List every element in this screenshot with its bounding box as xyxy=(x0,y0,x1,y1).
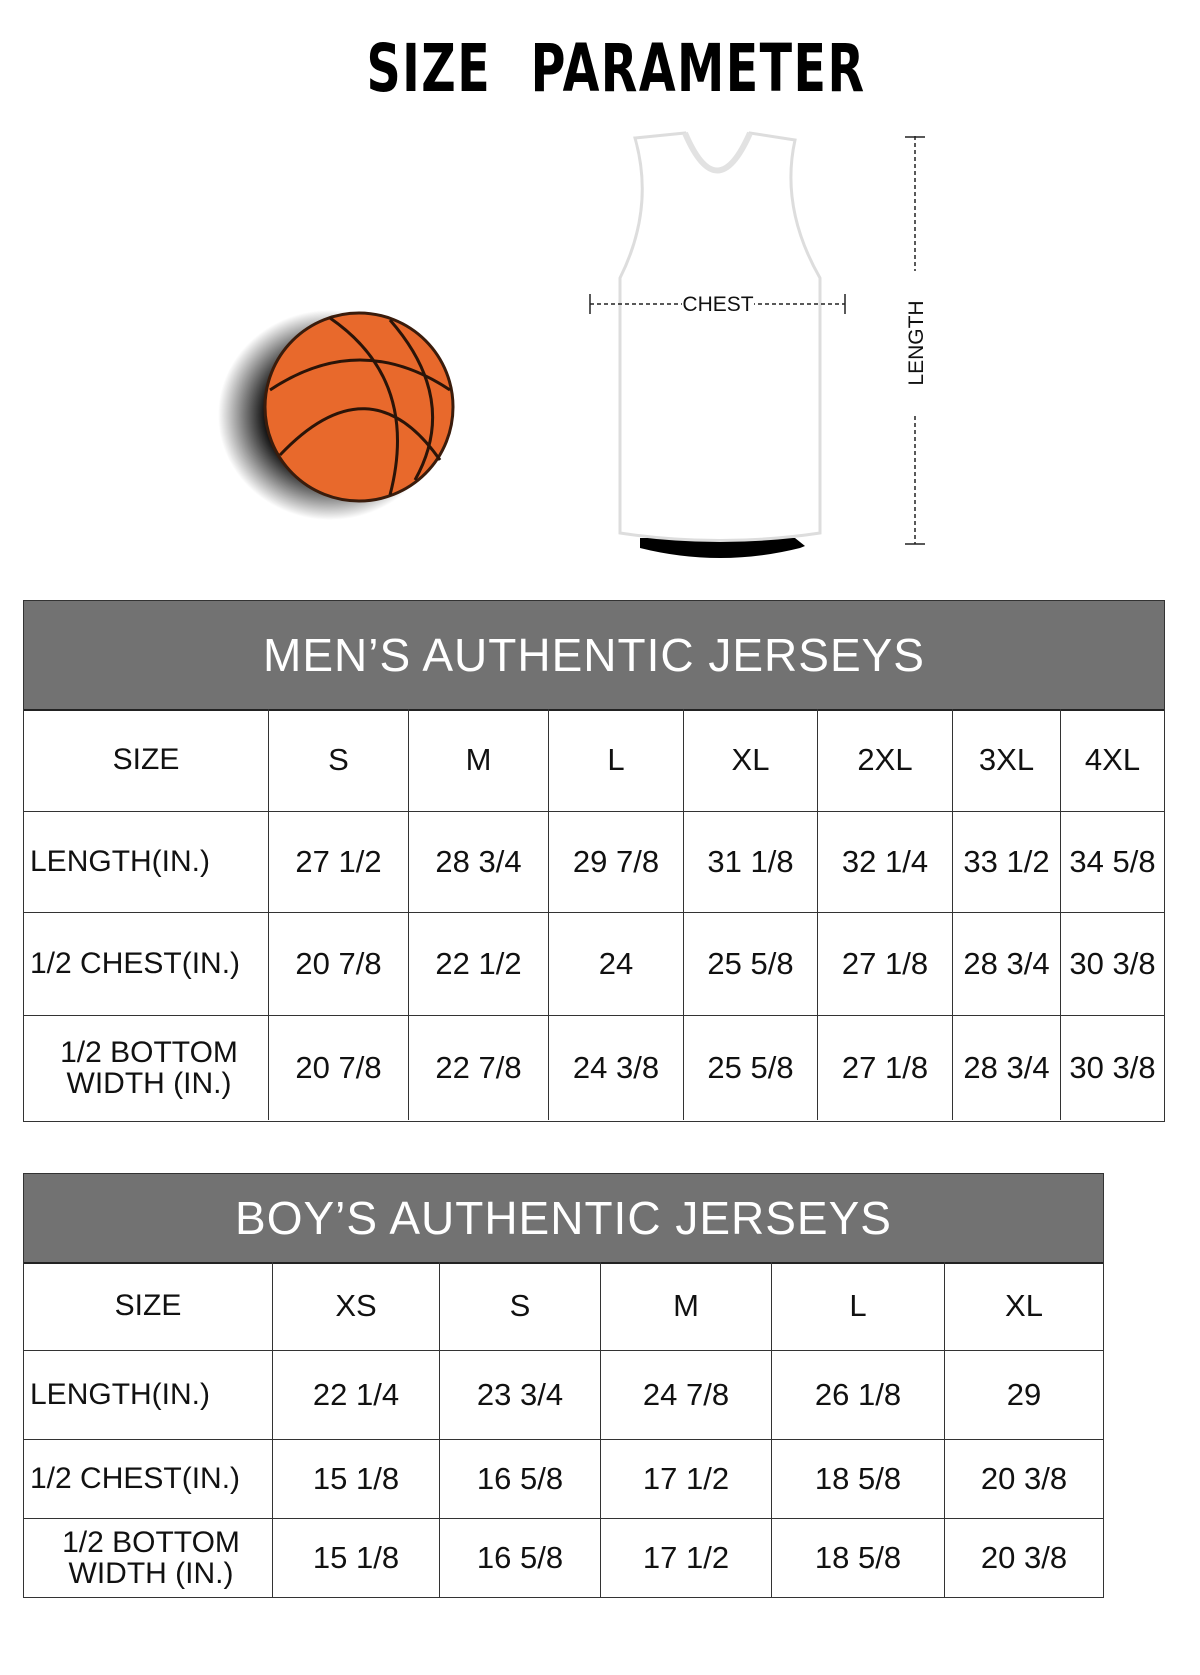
table-cell: 15 1/8 xyxy=(273,1440,440,1519)
table-cell: 22 1/2 xyxy=(409,913,549,1016)
table-cell: 30 3/8 xyxy=(1069,1049,1156,1085)
length-label: LENGTH xyxy=(905,300,928,385)
row-label: 1/2 BOTTOM WIDTH (IN.) xyxy=(24,1519,273,1597)
table-cell: 22 1/4 xyxy=(273,1351,440,1440)
table-cell: 25 5/8 xyxy=(684,913,818,1016)
table-cell: 15 1/8 xyxy=(273,1519,440,1597)
table-cell: 20 7/8 xyxy=(269,1016,409,1120)
table-cell: 26 1/8 xyxy=(772,1351,945,1440)
boys-table-title: BOY’S AUTHENTIC JERSEYS xyxy=(24,1174,1103,1264)
table-cell: 16 5/8 xyxy=(440,1519,601,1597)
size-column-header: M xyxy=(601,1262,772,1351)
size-column-header: 2XL xyxy=(818,709,953,812)
table-cell: 18 5/8 xyxy=(772,1519,945,1597)
size-column-header: XL xyxy=(945,1262,1103,1351)
table-cell: 33 1/2 xyxy=(953,812,1061,913)
size-header: SIZE xyxy=(24,1262,273,1351)
mens-size-table: MEN’S AUTHENTIC JERSEYS SIZE S M L XL 2XL 3XL 4… xyxy=(23,600,1165,1122)
size-column-header: L xyxy=(772,1262,945,1351)
row-label: 1/2 BOTTOM WIDTH (IN.) xyxy=(24,1016,269,1120)
table-cell: 20 3/8 xyxy=(980,1539,1068,1575)
size-column-header: S xyxy=(440,1262,601,1351)
table-cell: 28 3/4 xyxy=(409,812,549,913)
table-cell: 16 5/8 xyxy=(440,1440,601,1519)
table-cell: 22 7/8 xyxy=(409,1016,549,1120)
table-cell: 24 xyxy=(549,913,684,1016)
row-label: 1/2 CHEST(IN.) xyxy=(24,913,269,1016)
table-cell: 28 3/4 xyxy=(953,913,1061,1016)
size-column-header: 4XL xyxy=(1061,709,1164,812)
table-cell: 30 3/8 xyxy=(1061,913,1164,1016)
basketball-icon xyxy=(218,310,455,520)
table-cell: 32 1/4 xyxy=(818,812,953,913)
size-column-header: L xyxy=(549,709,684,812)
table-cell: 29 xyxy=(945,1351,1103,1440)
table-cell: 17 1/2 xyxy=(601,1440,772,1519)
table-cell: 34 5/8 xyxy=(1061,812,1164,913)
size-column-header: XS xyxy=(273,1262,440,1351)
mens-table-title: MEN’S AUTHENTIC JERSEYS xyxy=(24,601,1164,711)
table-cell: 27 1/2 xyxy=(269,812,409,913)
table-cell: 27 1/8 xyxy=(818,913,953,1016)
size-header: SIZE xyxy=(24,709,269,812)
row-label: LENGTH(IN.) xyxy=(24,812,269,913)
size-column-header: M xyxy=(409,709,549,812)
table-cell: 20 3/8 xyxy=(945,1440,1103,1519)
table-cell: 17 1/2 xyxy=(601,1519,772,1597)
table-cell: 24 3/8 xyxy=(549,1016,684,1120)
table-cell: 24 7/8 xyxy=(601,1351,772,1440)
page-title: SIZE PARAMETER xyxy=(366,30,866,107)
table-cell: 31 1/8 xyxy=(684,812,818,913)
jersey-diagram: CHEST xyxy=(589,131,846,558)
table-cell: 28 3/4 xyxy=(953,1016,1061,1120)
length-indicator: LENGTH xyxy=(905,136,928,545)
table-cell: 27 1/8 xyxy=(818,1016,953,1120)
size-column-header: 3XL xyxy=(953,709,1061,812)
size-column-header: S xyxy=(269,709,409,812)
row-label: LENGTH(IN.) xyxy=(24,1351,273,1440)
size-column-header: XL xyxy=(684,709,818,812)
table-cell: 18 5/8 xyxy=(772,1440,945,1519)
row-label: 1/2 CHEST(IN.) xyxy=(24,1440,273,1519)
table-cell: 29 7/8 xyxy=(549,812,684,913)
table-cell: 20 7/8 xyxy=(269,913,409,1016)
table-cell: 25 5/8 xyxy=(684,1016,818,1120)
table-cell: 23 3/4 xyxy=(440,1351,601,1440)
chest-label: CHEST xyxy=(682,293,753,316)
boys-size-table: BOY’S AUTHENTIC JERSEYS SIZE XS S M L XL LENGT… xyxy=(23,1173,1104,1598)
